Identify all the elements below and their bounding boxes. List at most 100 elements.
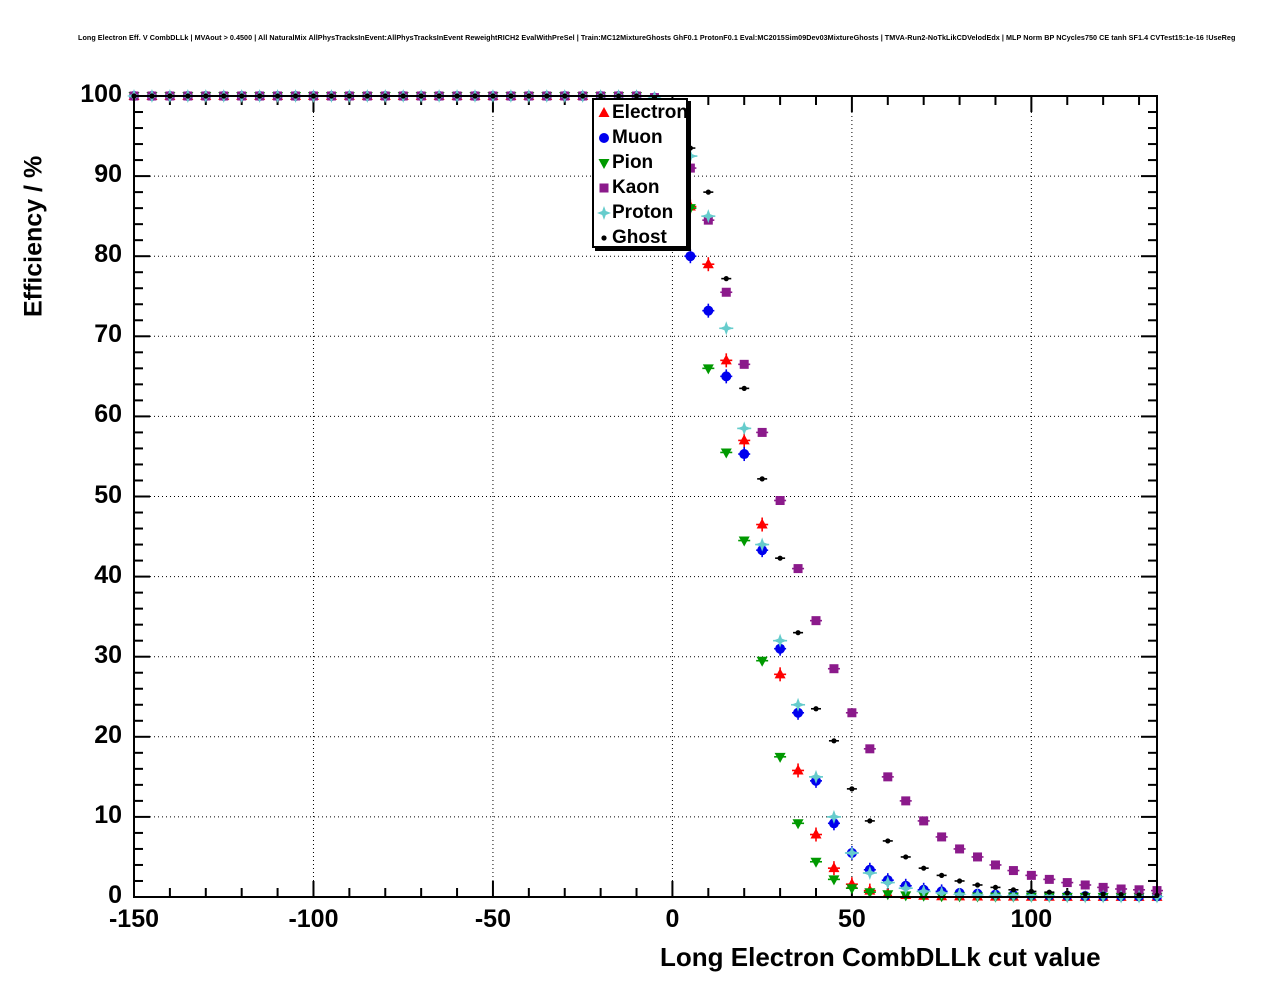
legend-label: Proton bbox=[612, 202, 674, 223]
y-tick-label: 100 bbox=[80, 80, 122, 108]
dot-icon bbox=[741, 385, 747, 391]
square-icon bbox=[901, 796, 911, 806]
dot-icon bbox=[759, 476, 765, 482]
y-tick-label: 90 bbox=[94, 160, 122, 189]
star-icon bbox=[791, 697, 806, 712]
triangle-down-icon bbox=[810, 857, 822, 868]
y-tick-label: 30 bbox=[94, 640, 122, 669]
dot-icon bbox=[974, 882, 981, 888]
y-tick-label: 0 bbox=[108, 881, 122, 909]
series-ghost bbox=[131, 93, 1160, 898]
square-icon bbox=[1044, 874, 1054, 884]
star-icon bbox=[809, 769, 823, 784]
square-icon bbox=[1098, 882, 1108, 892]
star-icon bbox=[952, 887, 967, 902]
legend-label: Pion bbox=[612, 152, 654, 173]
legend-label: Ghost bbox=[612, 227, 667, 248]
legend-label: Kaon bbox=[612, 177, 660, 198]
legend[interactable]: Electron Muon Pion Kaon Proton Ghost bbox=[592, 98, 688, 248]
square-icon bbox=[1008, 866, 1018, 876]
square-icon bbox=[739, 359, 749, 369]
legend-item-kaon[interactable]: Kaon bbox=[594, 175, 690, 200]
dot-icon bbox=[992, 884, 999, 890]
dot-icon bbox=[1046, 889, 1052, 895]
plot-frame bbox=[133, 95, 1158, 898]
dot-icon bbox=[813, 706, 819, 712]
square-icon bbox=[793, 564, 803, 574]
square-icon bbox=[829, 664, 839, 674]
star-icon bbox=[701, 209, 716, 224]
square-icon bbox=[1026, 870, 1036, 880]
square-icon bbox=[594, 175, 612, 200]
triangle-up-icon bbox=[810, 828, 822, 839]
x-tick-label: -100 bbox=[288, 905, 339, 933]
square-icon bbox=[757, 427, 767, 437]
square-icon bbox=[865, 744, 875, 754]
circle-icon bbox=[703, 305, 714, 316]
star-icon bbox=[862, 865, 877, 880]
square-icon bbox=[599, 183, 609, 193]
triangle-down-icon bbox=[774, 752, 786, 763]
dot-icon bbox=[885, 838, 891, 844]
triangle-up-icon bbox=[774, 668, 786, 679]
x-tick-label: 0 bbox=[665, 905, 680, 933]
dot-icon bbox=[687, 145, 693, 151]
dot-icon bbox=[601, 235, 607, 241]
y-tick-label: 10 bbox=[94, 800, 122, 829]
square-icon bbox=[1080, 880, 1090, 890]
star-icon bbox=[597, 206, 611, 220]
dot-icon bbox=[1118, 891, 1124, 898]
triangle-down-icon bbox=[882, 890, 894, 901]
dot-icon bbox=[1082, 891, 1088, 897]
star-icon bbox=[934, 885, 949, 900]
dot-icon bbox=[939, 872, 945, 878]
triangle-down-icon bbox=[792, 819, 804, 830]
triangle-down-icon bbox=[720, 448, 732, 459]
circle-icon bbox=[599, 133, 609, 143]
star-icon bbox=[844, 845, 859, 860]
dot-icon bbox=[594, 225, 612, 250]
triangle-up-icon bbox=[828, 862, 840, 873]
legend-item-pion[interactable]: Pion bbox=[594, 150, 690, 175]
x-tick-label: 50 bbox=[837, 905, 866, 933]
star-icon bbox=[755, 537, 770, 552]
square-icon bbox=[919, 816, 929, 826]
triangle-down-icon bbox=[702, 364, 714, 375]
square-icon bbox=[775, 496, 785, 506]
square-icon bbox=[990, 860, 1000, 870]
dot-icon bbox=[795, 630, 801, 636]
dot-icon bbox=[849, 786, 855, 792]
dot-icon bbox=[956, 878, 963, 884]
circle-icon bbox=[685, 251, 696, 262]
star-icon bbox=[898, 881, 913, 896]
legend-item-electron[interactable]: Electron bbox=[594, 100, 690, 125]
y-tick-label: 60 bbox=[94, 400, 122, 429]
dot-icon bbox=[867, 818, 873, 824]
y-tick-label: 20 bbox=[94, 720, 122, 749]
star-icon bbox=[916, 884, 931, 899]
triangle-down-icon bbox=[756, 656, 768, 667]
dot-icon bbox=[777, 555, 783, 561]
x-axis-title: Long Electron CombDLLk cut value bbox=[660, 942, 1101, 972]
y-tick-label: 40 bbox=[94, 560, 122, 589]
triangle-down-icon bbox=[864, 888, 876, 899]
square-icon bbox=[955, 844, 965, 854]
legend-item-ghost[interactable]: Ghost bbox=[594, 225, 690, 250]
star-icon bbox=[594, 200, 612, 225]
circle-icon bbox=[793, 707, 804, 718]
legend-item-muon[interactable]: Muon bbox=[594, 125, 690, 150]
legend-label: Muon bbox=[612, 127, 663, 148]
star-icon bbox=[683, 149, 698, 164]
square-icon bbox=[847, 708, 857, 718]
triangle-up-icon bbox=[594, 100, 612, 125]
star-icon bbox=[826, 809, 841, 824]
dot-icon bbox=[723, 276, 729, 282]
legend-item-proton[interactable]: Proton bbox=[594, 200, 690, 225]
star-icon bbox=[880, 875, 895, 890]
dot-icon bbox=[1064, 890, 1070, 896]
plot-title: Long Electron Eff. V CombDLLk | MVAout >… bbox=[78, 33, 1236, 42]
square-icon bbox=[811, 616, 821, 626]
triangle-up-icon bbox=[738, 434, 750, 445]
y-tick-label: 80 bbox=[94, 240, 122, 269]
